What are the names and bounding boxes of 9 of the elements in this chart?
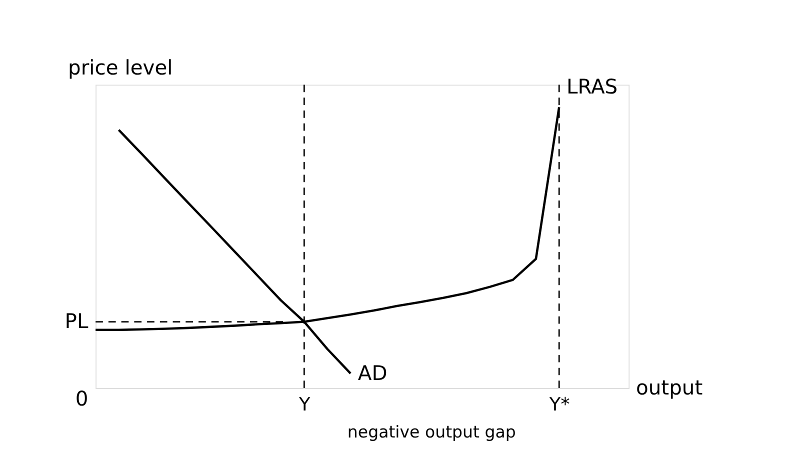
x-tick-label: Y* xyxy=(548,394,570,416)
x-tick-label: Y xyxy=(298,394,312,416)
series-label: AD xyxy=(358,360,388,385)
y-axis-title: price level xyxy=(68,56,173,80)
text: negative output gap xyxy=(347,422,516,442)
series-label: LRAS xyxy=(566,74,618,98)
text: 0 xyxy=(75,386,88,410)
x-axis-title: output xyxy=(636,375,703,400)
ref-line-label: PL xyxy=(64,309,89,334)
